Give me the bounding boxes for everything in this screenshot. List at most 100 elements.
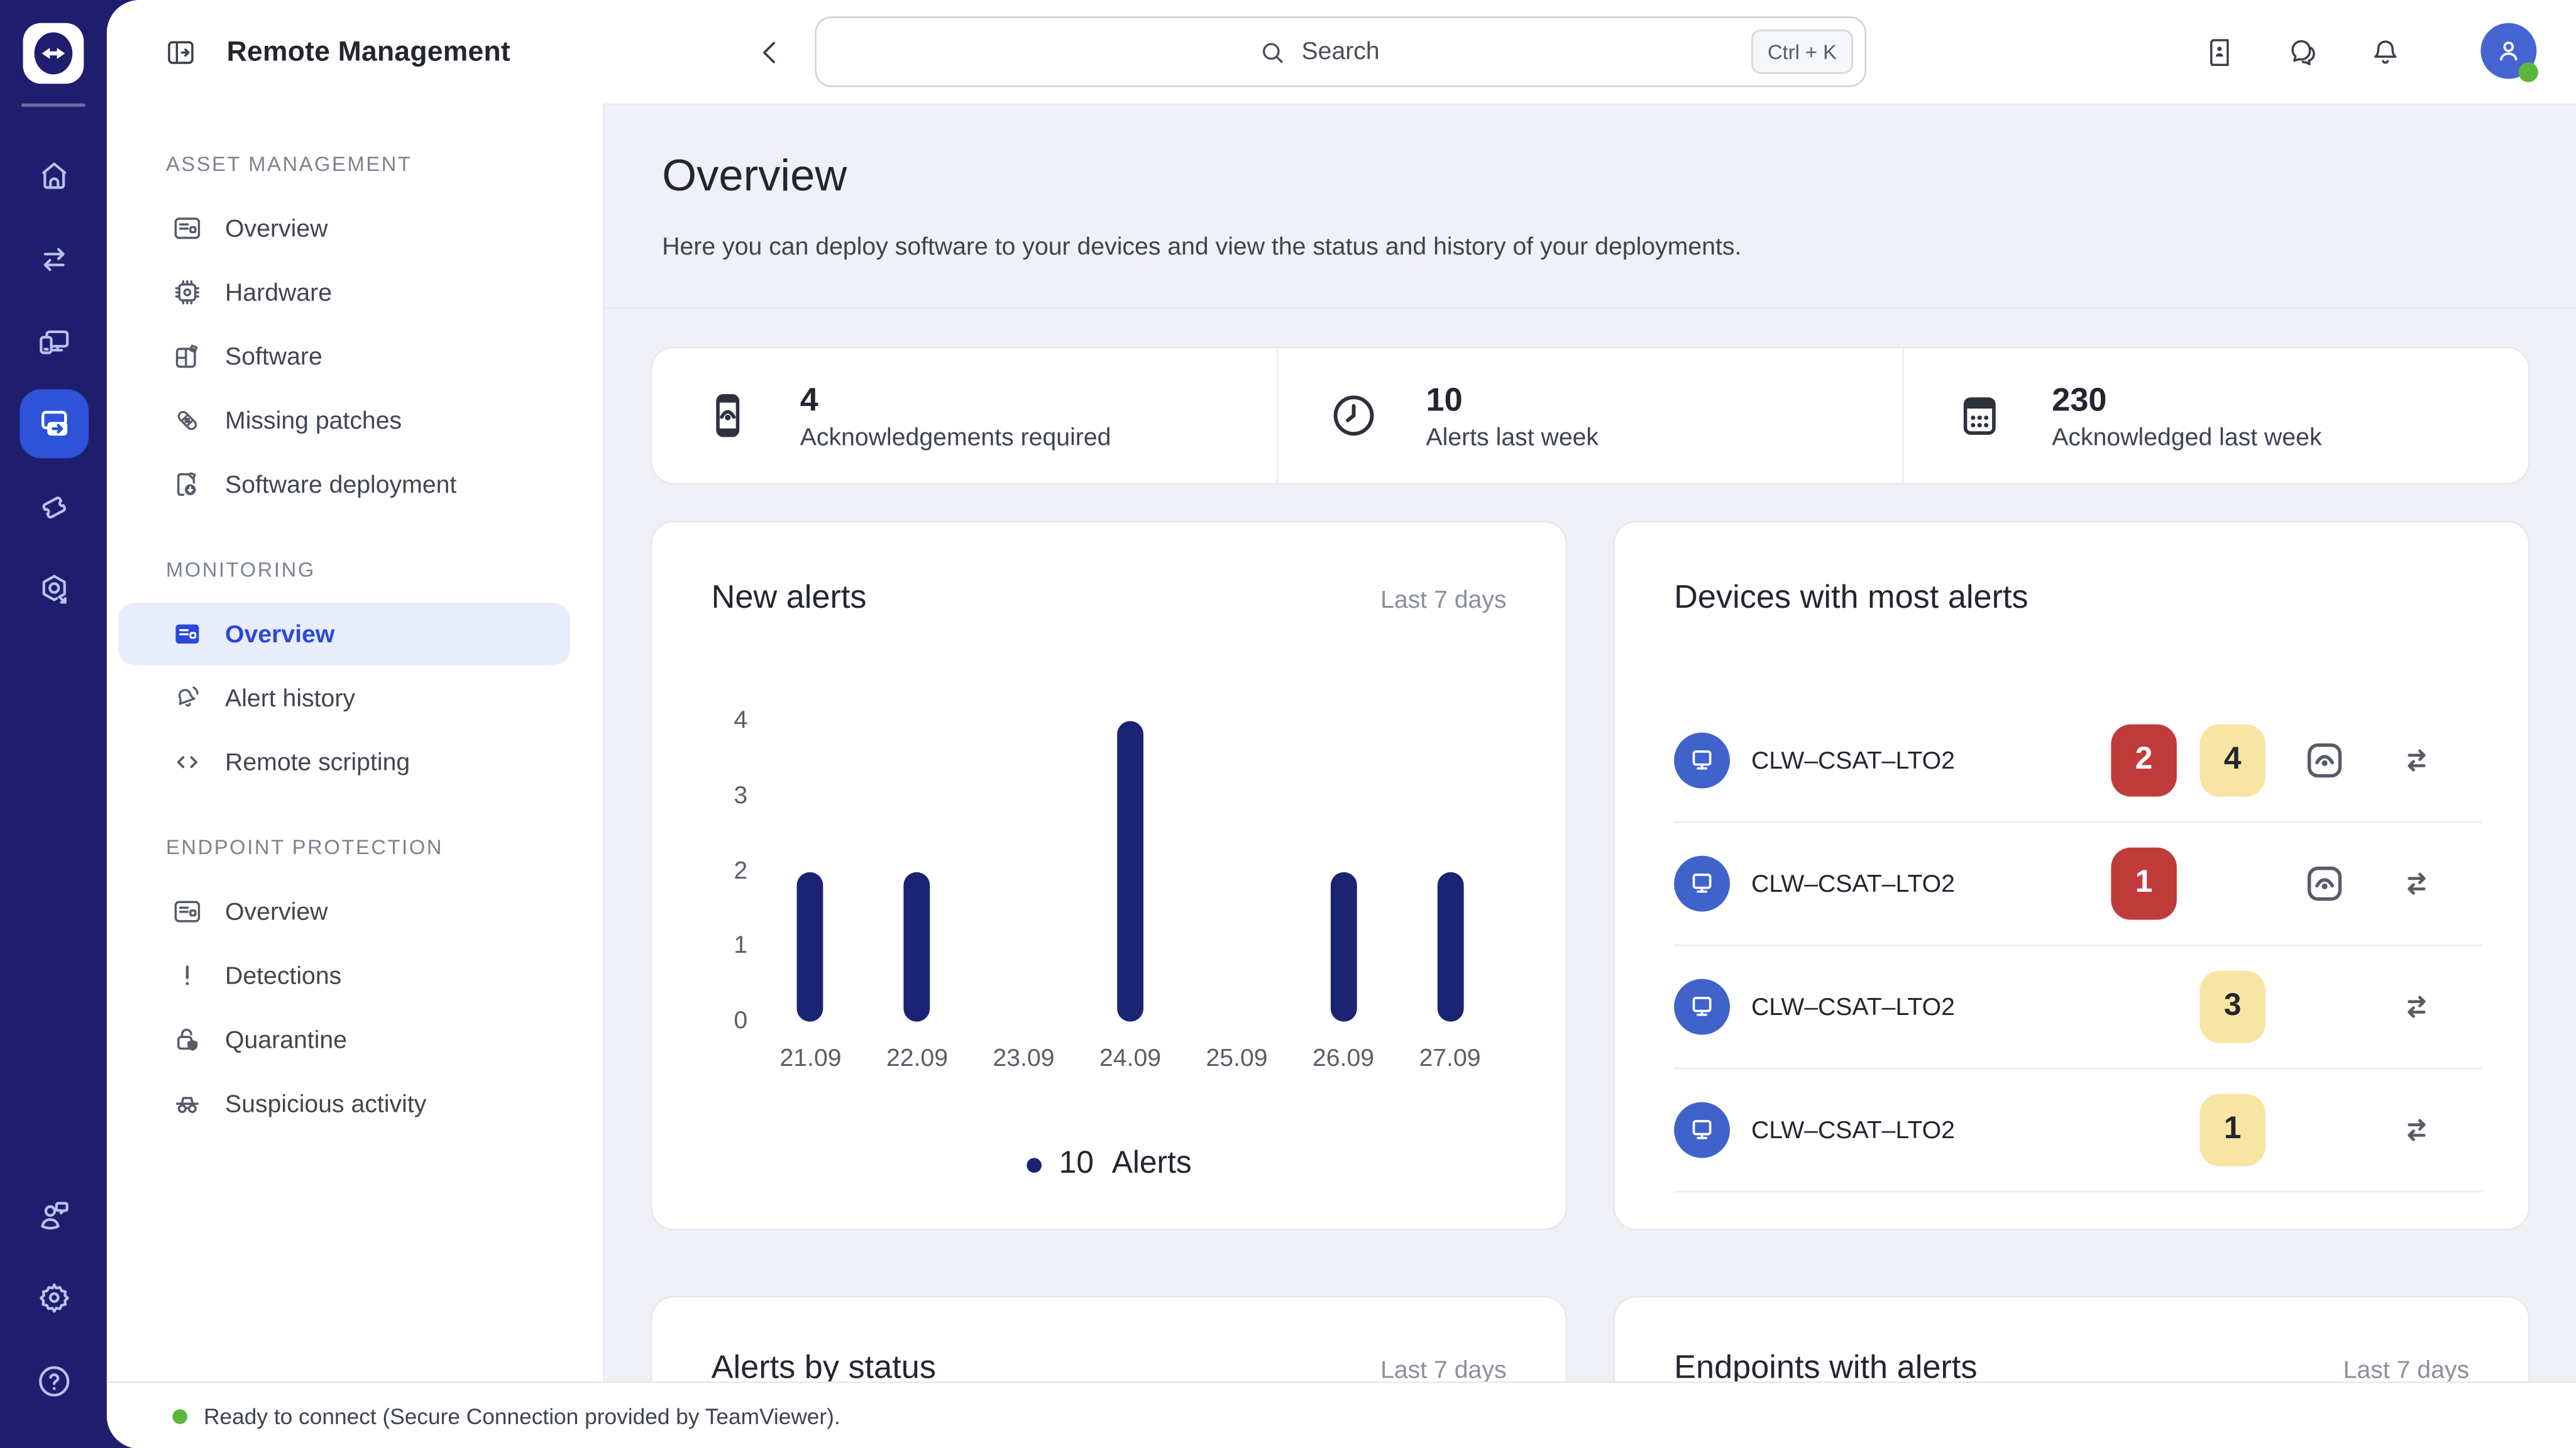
teamviewer-logo[interactable] [23,23,84,84]
x-axis-label: 25.09 [1206,1045,1268,1073]
top-bar: Remote Management Ctrl + K [106,0,2576,104]
sidebar-item-ep-overview[interactable]: Overview [118,880,570,943]
chart-bar [1117,721,1143,1022]
rail-devices-icon[interactable] [19,307,88,376]
card-range: Last 7 days [1380,1356,1507,1381]
search-bar[interactable]: Ctrl + K [815,16,1866,87]
overview-icon [174,901,201,923]
rail-home-icon[interactable] [19,141,88,211]
contacts-icon[interactable] [2203,35,2236,68]
sidebar-item-label: Software deployment [225,470,457,499]
sidebar-item-remote-scripting[interactable]: Remote scripting [118,731,570,793]
main-window: Remote Management Ctrl + K [106,0,2576,1448]
rail-session-capture-icon[interactable] [19,555,88,624]
sidebar-item-alert-history[interactable]: Alert history [118,667,570,729]
header-divider [604,307,2576,309]
device-row[interactable]: CLW–CSAT–LTO2 2 4 [1674,699,2482,823]
legend-value: 10 [1059,1146,1094,1182]
sidebar-section-asset-management: ASSET MANAGEMENT Overview Hardware Softw… [107,153,603,516]
page-subtitle: Here you can deploy software to your dev… [662,233,1742,261]
sidebar-item-software-deployment[interactable]: Software deployment [118,453,570,515]
acknowledge-device-icon[interactable] [2302,860,2348,906]
device-name: CLW–CSAT–LTO2 [1751,869,1955,898]
device-monitor-icon [1674,732,1731,789]
stat-alerts-last-week: 10 Alerts last week [1276,348,1903,483]
sidebar-item-asset-overview[interactable]: Overview [118,197,570,260]
device-monitor-icon [1674,979,1731,1035]
sidebar-item-label: Hardware [225,278,333,307]
sidebar-item-label: Remote scripting [225,748,410,776]
card-range: Last 7 days [2343,1356,2470,1381]
sidebar-item-quarantine[interactable]: Quarantine [118,1009,570,1071]
sidebar: ASSET MANAGEMENT Overview Hardware Softw… [106,103,605,1381]
acknowledge-device-icon[interactable] [2302,737,2348,783]
device-name: CLW–CSAT–LTO2 [1751,746,1955,775]
sidebar-item-suspicious-activity[interactable]: Suspicious activity [118,1073,570,1135]
connect-icon[interactable] [2397,987,2436,1027]
device-monitor-icon [1674,1102,1731,1158]
chart-bar [1436,871,1463,1022]
card-title: Devices with most alerts [1674,579,2028,617]
connect-icon[interactable] [2397,864,2436,904]
deployment-icon [177,472,196,496]
sidebar-item-detections[interactable]: Detections [118,945,570,1007]
connect-icon[interactable] [2397,1111,2436,1150]
sidebar-item-label: Overview [225,620,335,649]
alerts-by-status-card: Alerts by status Last 7 days [650,1296,1568,1381]
card-title: New alerts [711,579,867,617]
stat-value: 230 [2052,381,2107,419]
section-label: ENDPOINT PROTECTION [165,836,444,859]
chart-bar [797,871,824,1022]
y-axis-tick: 3 [734,781,748,809]
rail-feedback-icon[interactable] [19,1181,88,1250]
rail-settings-icon[interactable] [19,1263,88,1332]
rail-remote-management-icon[interactable] [19,389,88,459]
notifications-icon[interactable] [2369,35,2402,68]
stat-acknowledgements: 4 Acknowledgements required [652,348,1277,483]
sidebar-section-endpoint-protection: ENDPOINT PROTECTION Overview Detections … [107,836,603,1135]
search-shortcut-badge: Ctrl + K [1751,30,1854,74]
sidebar-item-missing-patches[interactable]: Missing patches [118,389,570,451]
overview-icon [175,624,199,644]
search-input[interactable] [816,18,1865,85]
sidebar-item-software[interactable]: Software [118,325,570,387]
device-acknowledge-icon [716,394,740,437]
stat-label: Alerts last week [1426,422,1599,451]
sidebar-section-monitoring: MONITORING Overview Alert history Remote… [107,559,603,794]
sidebar-item-hardware[interactable]: Hardware [118,261,570,324]
connect-icon[interactable] [2397,741,2436,781]
main-content: Overview Here you can deploy software to… [604,103,2576,1381]
sidebar-item-label: Overview [225,214,328,243]
rail-tickets-icon[interactable] [19,473,88,542]
sidebar-item-label: Quarantine [225,1026,348,1054]
ready-status-dot [172,1408,187,1423]
nav-back-icon[interactable] [754,35,787,68]
device-row[interactable]: CLW–CSAT–LTO2 3 [1674,946,2482,1070]
device-row[interactable]: CLW–CSAT–LTO2 1 [1674,1069,2482,1193]
device-name: CLW–CSAT–LTO2 [1751,992,1955,1021]
sidebar-item-monitoring-overview[interactable]: Overview [118,603,570,666]
hardware-icon [175,280,200,305]
warning-alerts-badge: 3 [2199,970,2266,1043]
rail-help-icon[interactable] [19,1347,88,1416]
stat-value: 10 [1426,381,1463,419]
y-axis-tick: 4 [734,706,748,735]
legend-dot [1026,1157,1042,1172]
new-alerts-card: New alerts Last 7 days 4 3 2 1 0 21.09 22.09 23… [650,520,1568,1231]
collapse-sidebar-icon[interactable] [164,35,197,68]
avatar[interactable] [2480,23,2538,82]
calendar-icon [1963,397,1996,435]
device-row[interactable]: CLW–CSAT–LTO2 1 [1674,823,2482,946]
warning-alerts-badge: 4 [2199,724,2266,797]
section-label: MONITORING [165,558,316,582]
alert-history-icon [178,686,199,707]
endpoints-with-alerts-card: Endpoints with alerts Last 7 days [1613,1296,2530,1381]
sidebar-item-label: Overview [225,897,328,926]
chat-icon[interactable] [2287,35,2320,68]
rail-sessions-icon[interactable] [19,225,88,294]
suspicious-activity-icon [175,1097,199,1114]
status-bar: Ready to connect (Secure Connection prov… [106,1381,2576,1448]
device-monitor-icon [1674,855,1731,912]
card-title: Endpoints with alerts [1674,1350,1978,1381]
software-icon [175,344,198,368]
